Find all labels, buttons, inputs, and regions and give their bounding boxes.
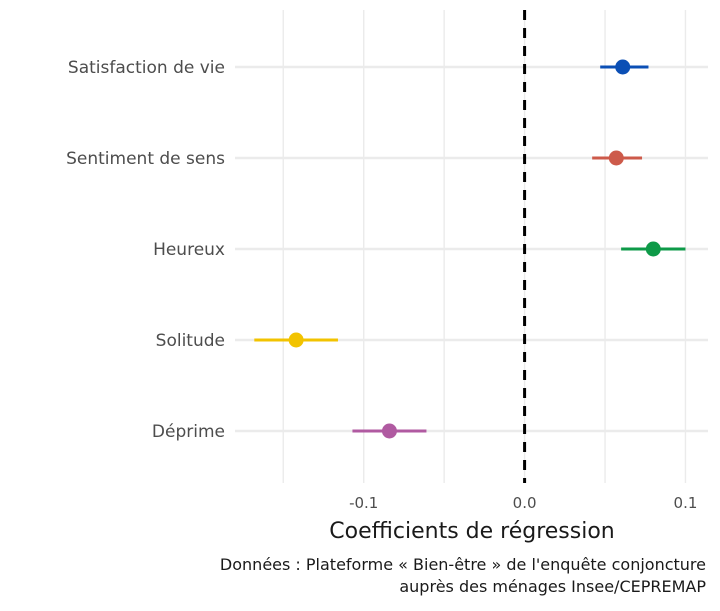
- point-estimate: [608, 150, 624, 166]
- x-axis-ticks: -0.1 0.0 0.1: [349, 494, 697, 512]
- y-axis-labels: Satisfaction de vie Sentiment de sens Heur…: [66, 58, 225, 442]
- marks: [254, 59, 686, 439]
- y-axis-label: Sentiment de sens: [66, 149, 225, 169]
- x-tick-label: 0.1: [674, 494, 698, 512]
- caption-line-1: Données : Plateforme « Bien-être » de l'…: [220, 555, 706, 574]
- caption-line-2: auprès des ménages Insee/CEPREMAP: [399, 577, 706, 596]
- x-axis-title: Coefficients de régression: [329, 519, 614, 544]
- grid: [235, 10, 708, 483]
- y-axis-label: Satisfaction de vie: [68, 58, 225, 78]
- point-estimate: [381, 423, 397, 439]
- point-estimate: [645, 241, 661, 257]
- y-axis-label: Déprime: [152, 422, 225, 442]
- point-estimate: [288, 332, 304, 348]
- point-estimate: [615, 59, 631, 75]
- y-axis-label: Solitude: [156, 331, 225, 351]
- y-axis-label: Heureux: [153, 240, 225, 260]
- x-tick-label: 0.0: [513, 494, 537, 512]
- x-tick-label: -0.1: [349, 494, 378, 512]
